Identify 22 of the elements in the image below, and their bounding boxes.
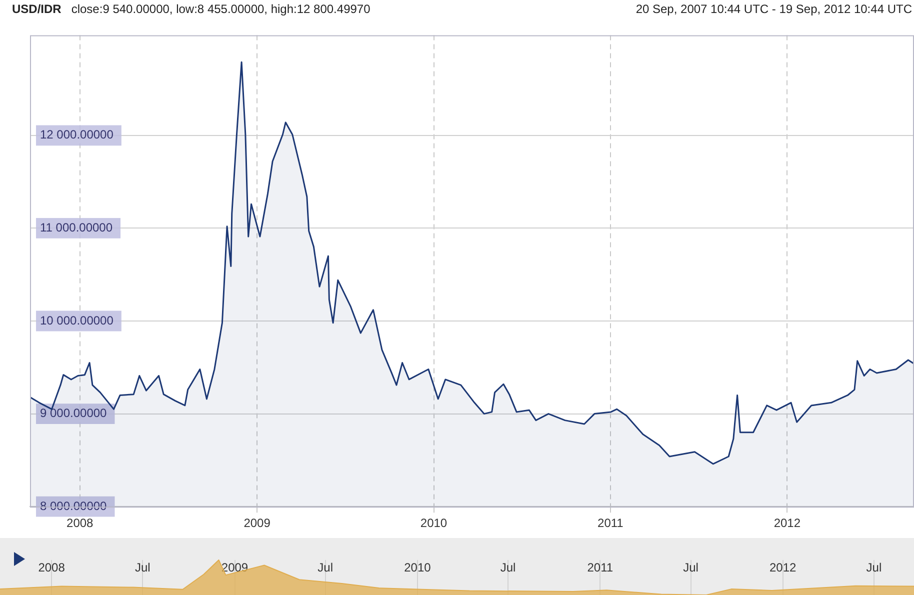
y-tick-label: 10 000.00000 — [40, 313, 114, 328]
x-tick-label: 2008 — [66, 516, 94, 530]
x-tick-label: 2010 — [404, 560, 432, 575]
x-tick-label: Jul — [500, 560, 516, 575]
y-tick-label: 9 000.00000 — [40, 406, 108, 420]
chart-title: USD/IDR — [12, 2, 62, 16]
x-tick-label: 2011 — [587, 560, 614, 575]
x-tick-label: 2011 — [598, 516, 624, 530]
x-tick-label: 2012 — [774, 516, 801, 530]
x-tick-label: Jul — [318, 560, 334, 575]
text: 20 Sep, 2007 10:44 UTC - 19 Sep, 2012 10:44 UTC — [636, 1, 912, 18]
chart-subtitle: close:9 540.00000, low:8 455.00000, high:12 800.49970 — [71, 2, 370, 16]
x-tick-label: 2012 — [770, 560, 797, 575]
x-tick-label: 2009 — [221, 560, 248, 575]
x-tick-label: 2008 — [38, 560, 66, 575]
x-tick-label: Jul — [134, 560, 150, 575]
y-tick-label: 11 000.00000 — [40, 220, 113, 235]
x-tick-label: 2009 — [244, 516, 271, 530]
x-tick-label: Jul — [866, 560, 882, 575]
y-tick-label: 12 000.00000 — [40, 128, 114, 142]
x-tick-label: 2010 — [420, 516, 448, 530]
x-tick-label: Jul — [683, 560, 698, 575]
